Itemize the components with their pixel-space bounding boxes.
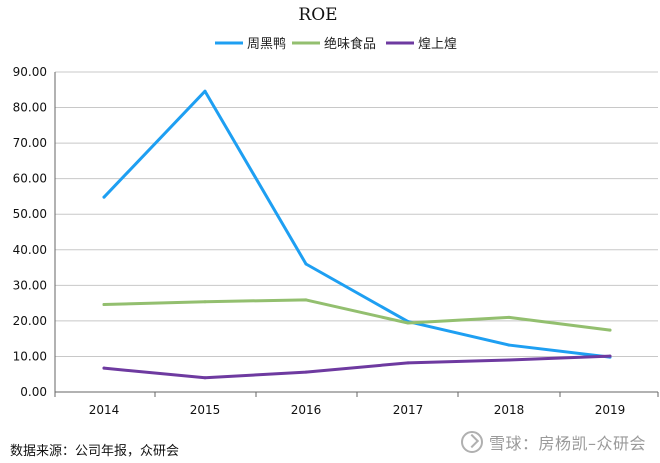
x-axis: 2014 2015 2016 2017 2018 2019 bbox=[54, 392, 659, 417]
legend: 周黑鸭 绝味食品 煌上煌 bbox=[215, 36, 457, 52]
data-point bbox=[507, 315, 511, 319]
watermark: 雪球：房杨凯–众研会 bbox=[460, 430, 646, 454]
legend-item: 绝味食品 bbox=[292, 36, 376, 52]
data-point bbox=[406, 321, 410, 325]
series-line bbox=[102, 298, 612, 332]
x-tick-label: 2018 bbox=[494, 403, 525, 417]
data-point bbox=[507, 358, 511, 362]
data-point bbox=[507, 343, 511, 347]
x-tick-label: 2019 bbox=[595, 403, 626, 417]
series-line bbox=[102, 354, 612, 380]
data-point bbox=[304, 262, 308, 266]
data-point bbox=[203, 300, 207, 304]
data-point bbox=[102, 303, 106, 307]
legend-item: 周黑鸭 bbox=[215, 37, 286, 52]
data-point bbox=[608, 354, 612, 358]
data-point bbox=[304, 298, 308, 302]
y-tick-label: 70.00 bbox=[13, 136, 47, 150]
legend-label: 周黑鸭 bbox=[247, 37, 286, 52]
y-tick-label: 40.00 bbox=[13, 243, 47, 257]
y-tick-label: 80.00 bbox=[13, 101, 47, 115]
data-point bbox=[102, 195, 106, 199]
series-group bbox=[102, 89, 612, 380]
data-point bbox=[304, 370, 308, 374]
snowball-logo-icon bbox=[460, 431, 483, 453]
data-point bbox=[406, 361, 410, 365]
data-point bbox=[608, 328, 612, 332]
watermark-text: 雪球：房杨凯–众研会 bbox=[488, 434, 646, 453]
y-tick-label: 20.00 bbox=[13, 314, 47, 328]
data-point bbox=[203, 376, 207, 380]
series-3 bbox=[102, 354, 612, 380]
legend-item: 煌上煌 bbox=[386, 37, 457, 52]
gridlines bbox=[55, 71, 658, 393]
y-axis: 0.00 10.00 20.00 30.00 40.00 50.00 60.00 70.00 8… bbox=[13, 65, 56, 399]
data-point bbox=[102, 366, 106, 370]
y-tick-label: 30.00 bbox=[13, 278, 47, 292]
series-line bbox=[102, 89, 612, 359]
series-1 bbox=[102, 89, 612, 359]
x-tick-label: 2015 bbox=[190, 403, 221, 417]
x-tick-label: 2014 bbox=[89, 403, 120, 417]
y-tick-label: 10.00 bbox=[13, 349, 47, 363]
y-tick-label: 50.00 bbox=[13, 207, 47, 221]
y-tick-label: 60.00 bbox=[13, 172, 47, 186]
data-point bbox=[203, 89, 207, 93]
x-tick-label: 2016 bbox=[291, 403, 322, 417]
y-tick-label: 90.00 bbox=[13, 65, 47, 79]
legend-label: 绝味食品 bbox=[324, 36, 376, 52]
series-2 bbox=[102, 298, 612, 332]
y-tick-label: 0.00 bbox=[20, 385, 47, 399]
legend-label: 煌上煌 bbox=[418, 37, 457, 52]
data-source-note: 数据来源：公司年报，众研会 bbox=[10, 444, 180, 459]
chart-title: ROE bbox=[298, 5, 337, 25]
x-tick-label: 2017 bbox=[393, 403, 424, 417]
